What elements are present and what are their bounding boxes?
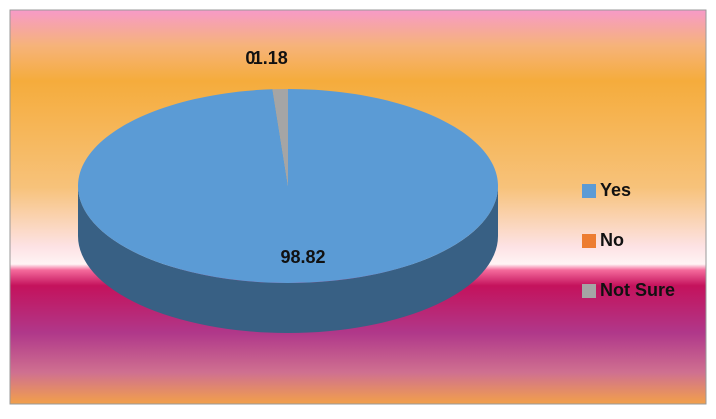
legend-swatch bbox=[582, 284, 596, 298]
legend-label: No bbox=[600, 230, 624, 250]
legend-swatch bbox=[582, 184, 596, 198]
data-label: 0 bbox=[245, 48, 255, 68]
data-label: 98.82 bbox=[280, 247, 325, 267]
legend-label: Yes bbox=[600, 180, 631, 200]
pie: 98.82 01.18 bbox=[77, 48, 498, 333]
legend-swatch bbox=[582, 234, 596, 248]
pie-slice bbox=[272, 89, 288, 186]
legend-label: Not Sure bbox=[600, 280, 675, 300]
pie-side bbox=[78, 186, 498, 333]
pie-slice bbox=[77, 89, 498, 283]
legend: Yes No Not Sure bbox=[582, 180, 675, 300]
data-label: 1.18 bbox=[253, 48, 288, 68]
